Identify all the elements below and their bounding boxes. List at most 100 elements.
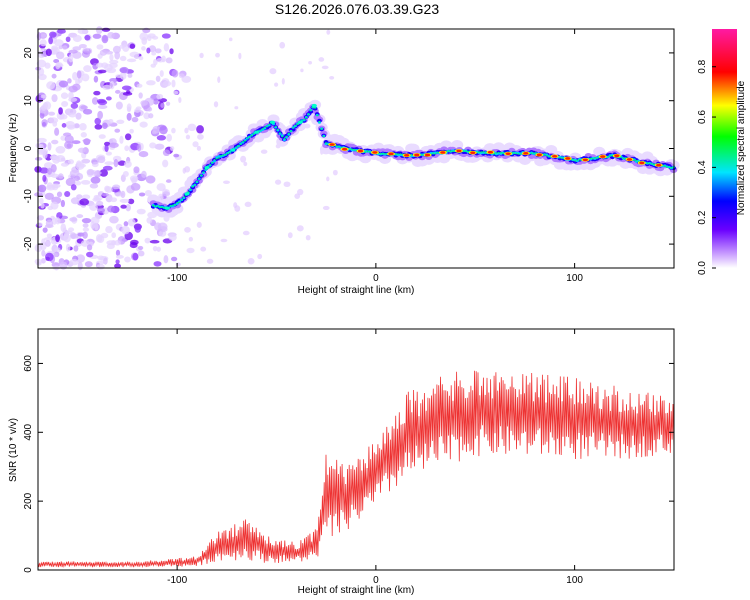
noise-blob	[137, 143, 142, 152]
noise-blob	[124, 145, 130, 152]
noise-blob	[40, 33, 47, 38]
spectrogram-y-tick-label: 10	[23, 95, 34, 107]
ridge-blob	[480, 151, 483, 153]
ridge-blob	[611, 154, 614, 157]
noise-blob	[55, 217, 61, 225]
noise-blob	[196, 145, 202, 151]
ridge-hotspot-core	[565, 157, 571, 160]
snr-ticks: -100 0 100 0 200 400 600	[23, 329, 674, 586]
noise-blob	[129, 43, 136, 49]
noise-blob	[300, 68, 304, 73]
noise-blob	[127, 73, 133, 78]
noise-blob	[68, 112, 77, 118]
ridge-blob	[178, 201, 181, 204]
noise-blob	[72, 34, 82, 43]
noise-blob	[89, 183, 99, 189]
noise-blob	[141, 36, 148, 45]
ridge-hotspot-core	[487, 150, 494, 154]
noise-blob	[94, 117, 101, 125]
noise-blob	[119, 198, 130, 203]
noise-blob	[44, 192, 54, 200]
noise-blob	[50, 164, 57, 173]
noise-blob	[58, 173, 64, 179]
ridge-blob	[467, 150, 469, 153]
noise-blob	[146, 217, 153, 224]
noise-blob	[83, 65, 92, 73]
noise-blob	[206, 258, 214, 264]
ridge-blob	[434, 153, 437, 155]
noise-blob	[148, 45, 157, 53]
noise-blob	[116, 119, 125, 124]
noise-blob	[81, 73, 90, 82]
noise-blob	[101, 192, 109, 197]
noise-blob	[238, 52, 242, 60]
noise-blob	[112, 184, 121, 190]
noise-blob	[156, 246, 161, 252]
noise-blob	[283, 181, 291, 187]
noise-blob	[111, 232, 117, 239]
colorbar-label: Normalized spectral amplitude	[736, 80, 747, 215]
ridge-blob	[290, 130, 292, 132]
noise-blob	[39, 39, 47, 47]
ridge-blob	[349, 148, 351, 150]
noise-blob	[54, 39, 64, 47]
noise-blob	[213, 101, 219, 108]
noise-blob	[138, 92, 143, 99]
noise-blob	[153, 261, 162, 267]
noise-blob	[150, 63, 156, 68]
noise-blob	[326, 176, 330, 182]
noise-blob	[82, 231, 88, 239]
noise-blob	[51, 45, 59, 51]
ridge-blob	[268, 123, 271, 126]
noise-blob	[215, 52, 220, 58]
noise-blob	[67, 124, 76, 130]
ridge-blob	[589, 157, 592, 160]
ridge-hotspot-core	[470, 151, 476, 155]
noise-blob	[151, 51, 157, 56]
snr-x-tick-label: 0	[373, 575, 379, 586]
noise-blob	[65, 177, 76, 187]
noise-blob	[49, 154, 58, 160]
noise-blob	[95, 26, 103, 35]
noise-blob	[175, 262, 181, 267]
noise-blob	[332, 169, 338, 176]
noise-blob	[297, 188, 304, 196]
ridge-blob	[200, 174, 203, 177]
noise-blob	[94, 223, 99, 231]
noise-blob	[152, 246, 158, 252]
noise-blob	[77, 147, 86, 153]
noise-blob	[136, 208, 146, 215]
noise-blob	[39, 197, 44, 205]
ridge-blob	[220, 155, 222, 157]
noise-blob	[43, 237, 52, 241]
ridge-blob	[401, 153, 404, 155]
noise-blob	[73, 245, 79, 252]
colorbar-tick-label: 0.2	[697, 210, 708, 224]
ridge-blob	[635, 160, 638, 162]
ridge-blob	[572, 159, 574, 161]
noise-blob	[122, 170, 129, 177]
noise-blob	[109, 53, 114, 61]
noise-blob	[126, 58, 137, 63]
noise-blob	[109, 142, 119, 148]
noise-blob	[97, 104, 108, 109]
ridge-blob	[668, 166, 671, 168]
noise-blob	[131, 116, 139, 123]
noise-blob	[171, 256, 178, 262]
noise-blob	[124, 160, 132, 168]
noise-blob	[98, 134, 106, 139]
noise-blob	[161, 33, 171, 39]
noise-blob	[240, 155, 247, 163]
ridge-hotspot-core	[424, 153, 431, 157]
colorbar-tick-label: 0.8	[697, 59, 708, 73]
noise-blob	[45, 219, 54, 228]
ridge-blob	[174, 203, 177, 206]
noise-blob	[101, 122, 108, 129]
noise-blob	[77, 261, 83, 271]
noise-blob	[171, 69, 179, 78]
ridge-blob	[259, 129, 262, 131]
noise-blob	[233, 202, 238, 209]
noise-blob	[76, 70, 82, 79]
noise-blob	[181, 75, 192, 83]
ridge-hotspot-core	[626, 158, 633, 161]
